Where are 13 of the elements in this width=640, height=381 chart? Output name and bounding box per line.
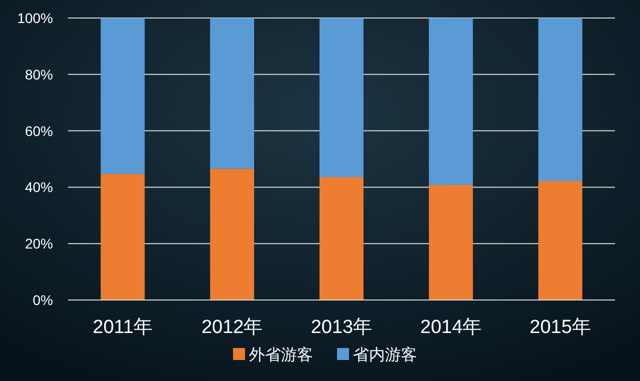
y-tick-label: 60% [24,122,53,139]
x-tick-label: 2011年 [92,317,153,338]
x-tick-label: 2014年 [420,317,482,338]
legend-label: 外省游客 [249,346,313,364]
y-tick-label: 0% [32,292,53,308]
x-tick-label: 2015年 [530,317,591,338]
y-tick-label: 100% [17,10,53,26]
x-tick-label: 2012年 [201,317,263,338]
legend-label: 省内游客 [353,346,417,364]
y-tick-label: 80% [24,66,53,82]
y-tick-label: 40% [24,179,53,196]
x-tick-label: 2013年 [310,317,372,338]
y-tick-label: 20% [24,236,53,252]
